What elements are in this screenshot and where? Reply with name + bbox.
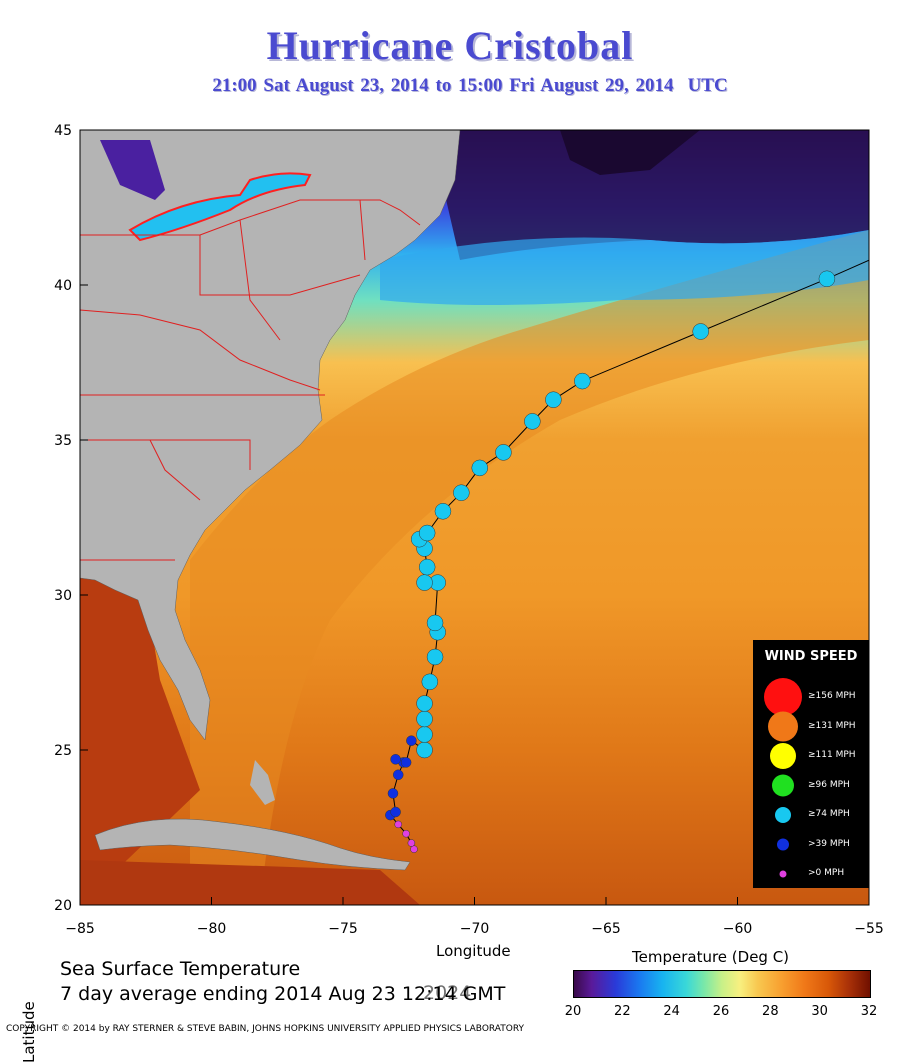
legend-markers [764,678,802,878]
track-point [416,741,433,759]
track-point [426,648,444,666]
state-borders [80,199,421,561]
track-point [818,270,836,288]
track-point [418,524,436,542]
axis-ticks: −85 −80 −75 −70 −65 −60 −55 45 40 35 30 25 20 [54,123,884,937]
y-tick-label: 45 [54,123,72,139]
track-point [402,829,410,838]
temperature-colorbar [573,970,871,998]
track-point [692,323,709,340]
colorbar-tick-label: 32 [860,1004,878,1019]
x-tick-label: −55 [854,921,884,937]
legend-label: ≥96 MPH [808,779,850,790]
hurricane-map: −85 −80 −75 −70 −65 −60 −55 45 40 35 30 25 20 [54,123,884,937]
track-point [416,574,433,591]
y-tick-label: 30 [54,588,72,604]
track-point [410,845,418,853]
colorbar-title: Temperature (Deg C) [632,948,790,966]
colorbar-tick-label: 28 [762,1004,779,1019]
x-tick-label: −65 [591,921,621,937]
legend-marker [768,711,798,742]
track-point [418,558,436,576]
track-point [524,413,541,430]
x-axis-label: Longitude [436,942,511,960]
page-title: Hurricane Cristobal [266,23,634,68]
track-point [390,754,401,765]
track-point [390,806,401,818]
gulf-of-mexico [80,560,200,905]
legend-label: >0 MPH [808,868,845,878]
subtitle-range: 21:00 Sat August 23, 2014 to 15:00 Fri A… [212,75,674,96]
legend-marker [779,870,787,878]
track-point [574,372,591,390]
nova-scotia-land [560,130,700,175]
x-tick-label: −80 [197,921,227,937]
track-point [471,459,489,477]
y-tick-label: 25 [54,743,72,759]
sst-caption-line1: Sea Surface Temperature [60,958,301,980]
sst-overprint: 2024 [423,982,472,1004]
colorbar-tick-label: 24 [663,1004,680,1019]
legend-marker [777,838,789,851]
sst-caption-text: 7 day average ending 2014 Aug 23 12:14 G… [60,983,506,1005]
legend-label: >39 MPH [808,838,850,849]
track-point [426,614,444,632]
north-america-land [80,130,461,741]
legend-marker [775,807,791,823]
colorbar-tick-label: 22 [614,1004,631,1019]
x-tick-label: −60 [723,921,753,937]
colorbar-tick-label: 26 [712,1004,730,1019]
legend-marker [772,774,794,797]
track-point [406,735,417,746]
lake-huron [100,140,165,200]
x-tick-label: −75 [328,921,358,937]
cool-water [380,230,869,305]
y-tick-label: 35 [54,433,72,449]
subtitle-timezone: UTC [687,75,728,96]
cuba-land [94,818,411,871]
great-lakes [128,172,312,242]
track-point [421,673,439,691]
track-points [385,270,836,853]
track-point [416,710,433,728]
legend-label: ≥74 MPH [808,809,850,819]
x-tick-label: −85 [65,921,95,937]
cold-water [430,130,869,260]
track-point [407,839,416,847]
y-tick-label: 40 [54,278,72,294]
legend-title: WIND SPEED [764,649,858,664]
track-point [434,503,452,520]
track-point [453,484,470,501]
track-point [387,788,399,799]
x-tick-label: −70 [460,921,490,937]
y-tick-label: 20 [54,898,72,914]
track-point [416,695,433,712]
legend-label: ≥131 MPH [808,720,856,731]
bahamas-land [250,760,275,805]
track-point [394,820,402,829]
legend-marker [770,743,796,769]
track-point [416,726,433,743]
track-point [392,769,404,781]
colorbar-tick-label: 30 [811,1004,828,1019]
legend-marker [764,678,802,716]
track-point [400,757,412,768]
track-point [495,444,512,461]
copyright-notice: COPYRIGHT © 2014 by RAY STERNER & STEVE … [6,1024,525,1034]
legend-label: ≥156 MPH [808,691,856,701]
caribbean-sea [80,860,420,905]
page-subtitle: 21:00 Sat August 23, 2014 to 15:00 Fri A… [0,75,900,97]
sst-caption-line2: 7 day average ending 2014 Aug 23 12:14 G… [60,982,506,1005]
wind-speed-legend: WIND SPEED ≥156 MPH ≥131 MPH ≥111 MPH ≥96 M… [753,640,869,888]
colorbar-tick-label: 20 [564,1004,582,1019]
track-point [545,391,562,408]
legend-label: ≥111 MPH [808,750,856,760]
